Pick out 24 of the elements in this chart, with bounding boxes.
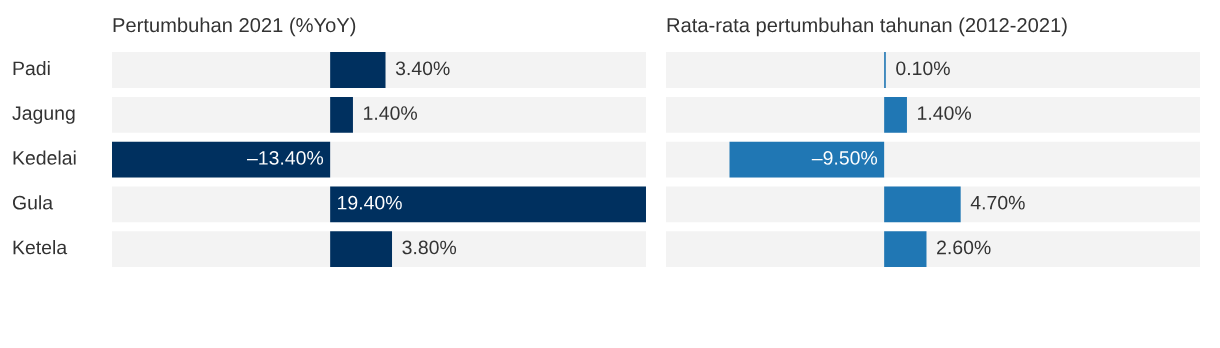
y-tick-label: Ketela [13, 240, 68, 255]
data-label: 0.10% [896, 61, 950, 76]
bar [884, 96, 907, 133]
chart-title: Rata-rata pertumbuhan tahunan (2012-2021) [667, 17, 1067, 37]
bar [729, 141, 885, 178]
bar [884, 186, 961, 223]
y-tick-label: Gula [12, 195, 54, 210]
bar [884, 231, 927, 268]
data-label: 3.40% [395, 61, 450, 76]
data-label: 1.40% [364, 106, 418, 121]
data-label: 19.40% [338, 195, 402, 210]
chart-title: Pertumbuhan 2021 (%YoY) [113, 17, 356, 37]
y-tick-label: Jagung [12, 106, 75, 124]
bar [330, 231, 393, 268]
data-label: 2.60% [937, 240, 991, 255]
bar [330, 52, 386, 88]
data-label: –9.50% [811, 151, 878, 165]
y-tick-label: Kedelai [13, 150, 76, 165]
data-label: –13.40% [246, 151, 324, 165]
data-label: 1.40% [918, 106, 972, 121]
data-label: 3.80% [402, 240, 457, 255]
y-tick-label: Padi [13, 60, 50, 76]
data-label: 4.70% [970, 195, 1025, 210]
bar [330, 96, 353, 133]
